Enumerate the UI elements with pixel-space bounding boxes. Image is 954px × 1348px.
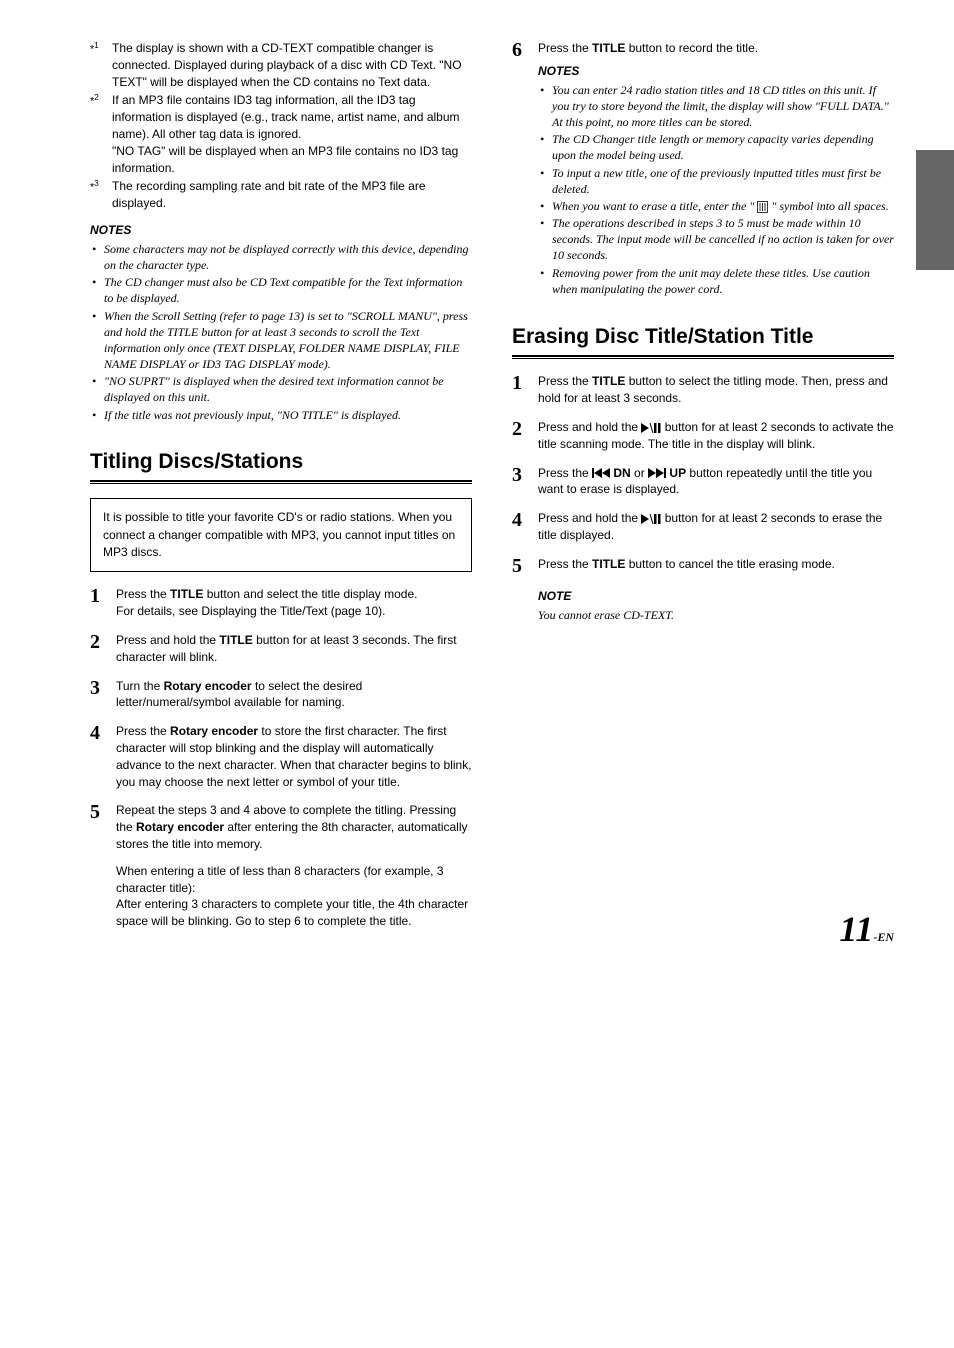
note-item: If the title was not previously input, "… (90, 407, 472, 423)
step-6: 6 Press the TITLE button to record the t… (512, 40, 894, 298)
step: 1Press the TITLE button to select the ti… (512, 373, 894, 407)
left-notes-list: Some characters may not be displayed cor… (90, 241, 472, 423)
note-item: To input a new title, one of the previou… (538, 165, 894, 197)
right-notes-list: You can enter 24 radio station titles an… (538, 82, 894, 297)
titling-heading: Titling Discs/Stations (90, 447, 472, 476)
step-body: Turn the Rotary encoder to select the de… (116, 678, 472, 712)
superscript-note: *2If an MP3 file contains ID3 tag inform… (90, 92, 472, 176)
step-body: Press and hold the button for at least 2… (538, 510, 894, 544)
step-number: 1 (90, 586, 116, 620)
step-number: 2 (512, 419, 538, 453)
note-item: The CD Changer title length or memory ca… (538, 131, 894, 163)
step-body: Press the TITLE button to select the tit… (538, 373, 894, 407)
step-number: 6 (512, 40, 538, 298)
step: 4Press the Rotary encoder to store the f… (90, 723, 472, 790)
note-item: Removing power from the unit may delete … (538, 265, 894, 297)
step-body: Press the TITLE button to cancel the tit… (538, 556, 894, 576)
erasing-steps: 1Press the TITLE button to select the ti… (512, 373, 894, 575)
note-item: You can enter 24 radio station titles an… (538, 82, 894, 131)
left-column: *1The display is shown with a CD-TEXT co… (90, 40, 472, 942)
note-item: Some characters may not be displayed cor… (90, 241, 472, 273)
step: 4Press and hold the button for at least … (512, 510, 894, 544)
note-item: The operations described in steps 3 to 5… (538, 215, 894, 264)
sup-mark: *3 (90, 178, 112, 212)
page-number-value: 11 (839, 909, 873, 949)
note-item: The CD changer must also be CD Text comp… (90, 274, 472, 306)
step: 1Press the TITLE button and select the t… (90, 586, 472, 620)
section-rule (90, 480, 472, 484)
step: 3Turn the Rotary encoder to select the d… (90, 678, 472, 712)
step: 2Press and hold the button for at least … (512, 419, 894, 453)
step-text: Press the TITLE button to record the tit… (538, 40, 894, 57)
step-number: 4 (512, 510, 538, 544)
note-header: NOTE (538, 588, 894, 605)
step-body: Repeat the steps 3 and 4 above to comple… (116, 802, 472, 930)
step-body: Press and hold the TITLE button for at l… (116, 632, 472, 666)
right-column: 6 Press the TITLE button to record the t… (512, 40, 894, 942)
titling-steps: 1Press the TITLE button and select the t… (90, 586, 472, 930)
erasing-note-block: NOTE You cannot erase CD-TEXT. (512, 588, 894, 624)
sup-mark: *2 (90, 92, 112, 176)
titling-intro-box: It is possible to title your favorite CD… (90, 498, 472, 572)
step-number: 5 (90, 802, 116, 930)
note-item: "NO SUPRT" is displayed when the desired… (90, 373, 472, 405)
step-number: 4 (90, 723, 116, 790)
step: 3Press the DN or UP button repeatedly un… (512, 465, 894, 499)
step-body: Press the TITLE button and select the ti… (116, 586, 472, 620)
sup-text: The recording sampling rate and bit rate… (112, 178, 472, 212)
page-number: 11-EN (839, 904, 894, 954)
notes-header: NOTES (538, 63, 894, 80)
superscript-note: *1The display is shown with a CD-TEXT co… (90, 40, 472, 90)
step: 2Press and hold the TITLE button for at … (90, 632, 472, 666)
step: 5Press the TITLE button to cancel the ti… (512, 556, 894, 576)
note-item: When you want to erase a title, enter th… (538, 198, 894, 214)
step-number: 2 (90, 632, 116, 666)
step-body: Press the Rotary encoder to store the fi… (116, 723, 472, 790)
step-number: 3 (90, 678, 116, 712)
sup-text: The display is shown with a CD-TEXT comp… (112, 40, 472, 90)
note-text: You cannot erase CD-TEXT. (538, 607, 894, 624)
superscript-notes: *1The display is shown with a CD-TEXT co… (90, 40, 472, 212)
notes-header: NOTES (90, 222, 472, 239)
note-item: When the Scroll Setting (refer to page 1… (90, 308, 472, 373)
step-body: Press the DN or UP button repeatedly unt… (538, 465, 894, 499)
step-body: Press and hold the button for at least 2… (538, 419, 894, 453)
page-suffix: -EN (873, 930, 894, 944)
sup-mark: *1 (90, 40, 112, 90)
step-number: 5 (512, 556, 538, 576)
step: 5Repeat the steps 3 and 4 above to compl… (90, 802, 472, 930)
superscript-note: *3The recording sampling rate and bit ra… (90, 178, 472, 212)
content-columns: *1The display is shown with a CD-TEXT co… (90, 40, 894, 942)
sup-text: If an MP3 file contains ID3 tag informat… (112, 92, 472, 176)
section-rule (512, 355, 894, 359)
erasing-heading: Erasing Disc Title/Station Title (512, 322, 894, 351)
side-tab (916, 150, 954, 270)
step-body: Press the TITLE button to record the tit… (538, 40, 894, 298)
step-number: 1 (512, 373, 538, 407)
step-number: 3 (512, 465, 538, 499)
